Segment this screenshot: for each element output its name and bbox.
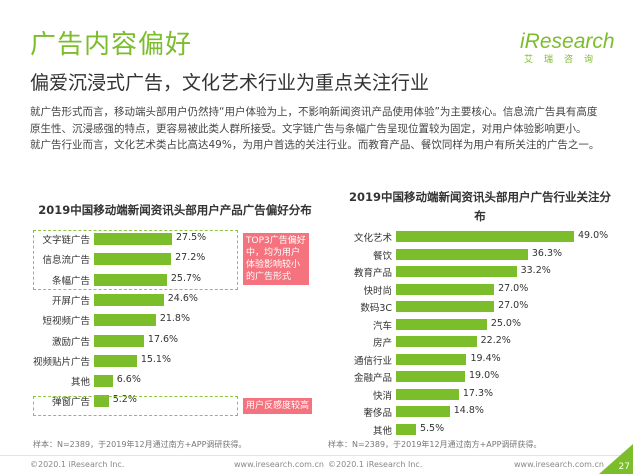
chart2-bar: [396, 283, 495, 295]
body-paragraph-1: 就广告形式而言，移动端头部用户仍然持“用户体验为上，不影响新闻资讯产品使用体验”…: [30, 106, 598, 135]
footer-url-left: www.iresearch.com.cn: [234, 460, 324, 469]
chart2-value-label: 17.3%: [462, 387, 494, 399]
chart2-value-label: 25.0%: [490, 317, 521, 329]
chart1-category-label: 文字链广告: [42, 235, 90, 246]
chart1-bar: [94, 293, 164, 306]
chart2-bar: [396, 318, 487, 330]
chart1-category-label: 条幅广告: [51, 275, 90, 287]
chart2-bar: [396, 353, 467, 365]
popup-highlight-box: [33, 396, 238, 416]
chart1-source: 样本：N=2389，于2019年12月通过南方+APP调研获得。: [33, 440, 247, 449]
page-number: 27: [618, 462, 630, 472]
chart2-category-label: 教育产品: [353, 268, 392, 279]
chart1-value-label: 21.8%: [159, 313, 191, 325]
chart2: 文化艺术 49.0% 餐饮 36.3% 教育产品 33.2% 快时尚 27.0% 数码3C 27.…: [340, 228, 609, 437]
chart2-bar: [396, 406, 450, 417]
chart2-value-label: 27.0%: [498, 300, 529, 311]
chart1-bar: [94, 233, 172, 245]
footer-copyright-left: ©2020.1 iResearch Inc.: [30, 460, 125, 469]
chart1-value-label: 25.7%: [170, 272, 202, 284]
chart2-category-label: 房产: [372, 338, 392, 349]
chart2-value-label: 27.0%: [498, 282, 529, 294]
chart1-value-label: 27.5%: [176, 232, 207, 243]
chart1-bar: [94, 395, 109, 408]
chart2-value-label: 36.3%: [531, 247, 563, 259]
chart1-value-label: 27.2%: [175, 252, 206, 264]
chart1-bar: [94, 314, 156, 327]
chart2-category-label: 奢侈品: [363, 408, 392, 419]
chart1-bar: [94, 375, 113, 388]
chart2-value-label: 22.2%: [480, 335, 511, 346]
chart2-value-label: 19.4%: [470, 352, 501, 364]
top3-note: TOP3广告偏好中，均为用户体验影响较小的广告形式: [243, 233, 309, 285]
chart2-bar: [396, 336, 477, 347]
chart1-bar: [94, 334, 144, 347]
chart2-category-label: 快时尚: [363, 285, 392, 297]
iresearch-logo: iResearch 艾瑞咨询: [520, 30, 615, 65]
chart2-source: 样本：N=2389，于2019年12月通过南方+APP调研获得。: [328, 440, 542, 449]
chart2-value-label: 19.0%: [469, 370, 500, 381]
chart2-bar: [396, 248, 528, 260]
chart2-title: 2019中国移动端新闻资讯头部用户广告行业关注分布: [348, 190, 611, 223]
chart1-category-label: 短视频广告: [42, 316, 90, 328]
chart2-bar: [396, 231, 574, 242]
logo-text: iResearch: [520, 30, 615, 53]
chart2-category-label: 其他: [372, 425, 392, 437]
body-paragraph-2: 就广告行业而言，文化艺术类占比高达49%，为用户首选的关注行业。而教育产品、餐饮…: [30, 139, 600, 151]
chart2-category-label: 汽车: [372, 320, 392, 332]
footer-copyright-right: ©2020.1 iResearch Inc.: [328, 460, 423, 469]
chart1: 文字链广告 27.5% 信息流广告 27.2% 条幅广告 25.7% 开屏广告 24.6% 短视…: [30, 228, 240, 418]
chart2-value-label: 14.8%: [453, 405, 484, 416]
chart2-bar: [396, 266, 517, 277]
chart1-value-label: 24.6%: [167, 292, 198, 304]
chart1-category-label: 信息流广告: [42, 255, 90, 267]
chart1-bar: [94, 354, 137, 367]
chart2-category-label: 通信行业: [353, 355, 392, 367]
chart1-bar: [94, 273, 167, 286]
chart1-value-label: 5.2%: [112, 394, 137, 406]
chart2-value-label: 49.0%: [578, 230, 609, 241]
chart2-category-label: 快消: [372, 390, 392, 402]
page-title: 广告内容偏好: [30, 30, 193, 60]
top3-highlight-box: [33, 230, 238, 290]
chart1-bar: [94, 253, 172, 266]
chart1-title: 2019中国移动端新闻资讯头部用户产品广告偏好分布: [38, 203, 312, 217]
footer-url-right: www.iresearch.com.cn: [514, 460, 604, 469]
chart1-value-label: 15.1%: [140, 353, 172, 365]
chart1-value-label: 17.6%: [147, 333, 179, 345]
chart1-category-label: 视频贴片广告: [32, 356, 90, 368]
chart2-category-label: 文化艺术: [353, 233, 392, 244]
chart1-value-label: 6.6%: [116, 374, 141, 386]
page-corner: [599, 444, 633, 474]
chart2-category-label: 数码3C: [360, 303, 392, 314]
chart2-category-label: 金融产品: [353, 373, 392, 384]
chart2-bar: [396, 388, 459, 400]
body-text: 就广告形式而言，移动端头部用户仍然持“用户体验为上，不影响新闻资讯产品使用体验”…: [30, 104, 604, 154]
popup-note: 用户反感度较高: [243, 398, 313, 414]
chart1-category-label: 开屏广告: [51, 295, 90, 307]
chart2-bar: [396, 301, 495, 312]
chart2-value-label: 33.2%: [520, 265, 551, 276]
chart2-bar: [396, 423, 416, 435]
chart2-value-label: 5.5%: [419, 422, 445, 434]
chart1-category-label: 激励广告: [51, 336, 90, 348]
footer-divider: [0, 455, 633, 456]
chart2-category-label: 餐饮: [372, 250, 392, 262]
chart1-category-label: 弹窗广告: [51, 397, 90, 409]
chart1-category-label: 其他: [70, 377, 90, 389]
logo-subtext: 艾瑞咨询: [524, 55, 605, 65]
page-subtitle: 偏爱沉浸式广告，文化艺术行业为重点关注行业: [30, 72, 430, 94]
chart2-bar: [396, 371, 466, 382]
